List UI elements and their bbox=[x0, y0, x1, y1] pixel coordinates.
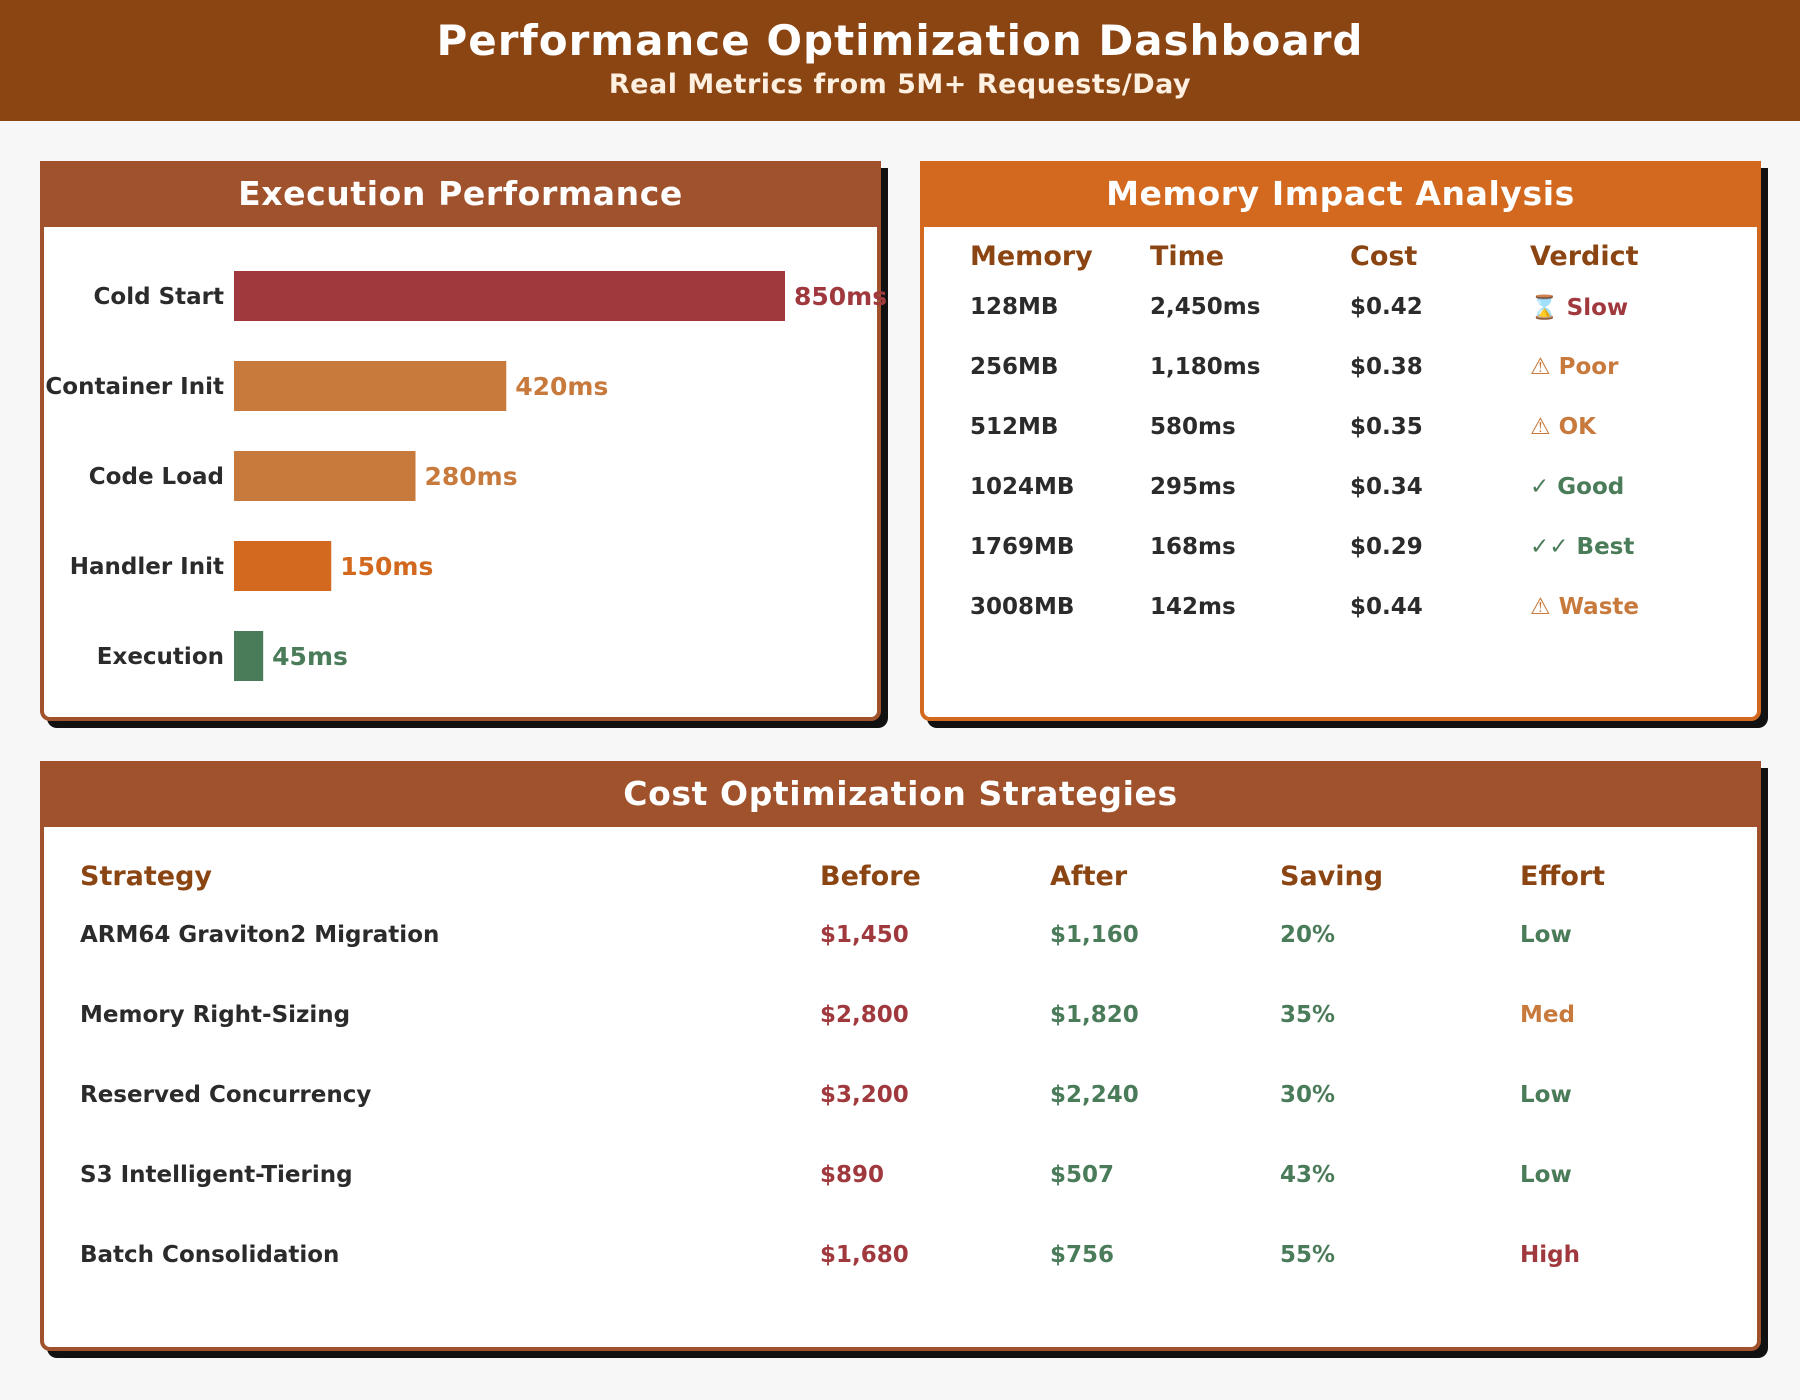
bar-label-container-init: Container Init bbox=[45, 374, 224, 400]
effort-cell: Low bbox=[1520, 1162, 1572, 1188]
bar-value-execution: 45ms bbox=[272, 642, 348, 671]
before-cell: $1,680 bbox=[820, 1242, 909, 1268]
cost-col-header-strategy: Strategy bbox=[80, 861, 213, 892]
memory-cell: 512MB bbox=[970, 414, 1059, 440]
bar-value-container-init: 420ms bbox=[515, 372, 608, 401]
time-cell: 1,180ms bbox=[1150, 354, 1261, 380]
strategy-cell: Reserved Concurrency bbox=[80, 1082, 372, 1108]
memory-cell: 256MB bbox=[970, 354, 1059, 380]
after-cell: $1,820 bbox=[1050, 1002, 1139, 1028]
memory-table: Memory Time Cost Verdict 128MB 2,450ms $0.42 ⌛ … bbox=[924, 227, 1757, 707]
verdict-cell: ⚠ OK bbox=[1530, 414, 1597, 440]
cost-optimization-panel: Cost Optimization Strategies Strategy Bef… bbox=[40, 761, 1761, 1351]
strategy-cell: ARM64 Graviton2 Migration bbox=[80, 922, 440, 948]
after-cell: $2,240 bbox=[1050, 1082, 1139, 1108]
dashboard-header: Performance Optimization Dashboard Real … bbox=[0, 0, 1800, 121]
cost-cell: $0.44 bbox=[1350, 594, 1423, 620]
verdict-cell: ⚠ Waste bbox=[1530, 594, 1639, 620]
bar-label-execution: Execution bbox=[97, 644, 224, 670]
execution-performance-panel: Execution Performance Cold Start 850ms Con… bbox=[40, 161, 887, 721]
cost-cell: $0.35 bbox=[1350, 414, 1423, 440]
time-cell: 168ms bbox=[1150, 534, 1236, 560]
effort-cell: Med bbox=[1520, 1002, 1575, 1028]
saving-cell: 55% bbox=[1280, 1242, 1336, 1268]
memory-col-header-memory: Memory bbox=[970, 241, 1093, 272]
bar-label-cold-start: Cold Start bbox=[94, 284, 224, 310]
bar-value-cold-start: 850ms bbox=[794, 282, 887, 311]
saving-cell: 43% bbox=[1280, 1162, 1336, 1188]
saving-cell: 35% bbox=[1280, 1002, 1336, 1028]
after-cell: $507 bbox=[1050, 1162, 1115, 1188]
before-cell: $1,450 bbox=[820, 922, 909, 948]
before-cell: $2,800 bbox=[820, 1002, 909, 1028]
cost-col-header-after: After bbox=[1050, 861, 1128, 892]
time-cell: 2,450ms bbox=[1150, 294, 1261, 320]
cost-col-header-effort: Effort bbox=[1520, 861, 1606, 892]
time-cell: 142ms bbox=[1150, 594, 1236, 620]
cost-cell: $0.34 bbox=[1350, 474, 1423, 500]
verdict-cell: ⚠ Poor bbox=[1530, 354, 1619, 380]
after-cell: $756 bbox=[1050, 1242, 1115, 1268]
execution-panel-title: Execution Performance bbox=[40, 161, 881, 227]
memory-cell: 128MB bbox=[970, 294, 1059, 320]
verdict-cell: ✓ Good bbox=[1530, 474, 1625, 500]
bar-label-code-load: Code Load bbox=[89, 464, 224, 490]
cost-cell: $0.29 bbox=[1350, 534, 1423, 560]
memory-col-header-verdict: Verdict bbox=[1530, 241, 1639, 272]
verdict-cell: ✓✓ Best bbox=[1530, 534, 1635, 560]
bar-container-init bbox=[234, 361, 507, 411]
bar-value-code-load: 280ms bbox=[425, 462, 518, 491]
saving-cell: 30% bbox=[1280, 1082, 1336, 1108]
bar-cold-start bbox=[234, 271, 785, 321]
bar-label-handler-init: Handler Init bbox=[70, 554, 224, 580]
execution-bar-chart: Cold Start 850ms Container Init 420ms Code L… bbox=[45, 271, 887, 681]
bar-execution bbox=[234, 631, 264, 681]
strategy-cell: Memory Right-Sizing bbox=[80, 1002, 351, 1028]
cost-col-header-saving: Saving bbox=[1280, 861, 1384, 892]
page-subtitle: Real Metrics from 5M+ Requests/Day bbox=[608, 69, 1192, 100]
cost-col-header-before: Before bbox=[820, 861, 921, 892]
memory-col-header-time: Time bbox=[1150, 241, 1225, 272]
effort-cell: Low bbox=[1520, 922, 1572, 948]
time-cell: 295ms bbox=[1150, 474, 1236, 500]
cost-table: Strategy Before After Saving Effort ARM64 Gra… bbox=[44, 827, 1757, 1337]
memory-cell: 3008MB bbox=[970, 594, 1075, 620]
saving-cell: 20% bbox=[1280, 922, 1336, 948]
strategy-cell: Batch Consolidation bbox=[80, 1242, 340, 1268]
memory-cell: 1024MB bbox=[970, 474, 1075, 500]
memory-cell: 1769MB bbox=[970, 534, 1075, 560]
before-cell: $3,200 bbox=[820, 1082, 909, 1108]
cost-cell: $0.42 bbox=[1350, 294, 1423, 320]
effort-cell: Low bbox=[1520, 1082, 1572, 1108]
after-cell: $1,160 bbox=[1050, 922, 1139, 948]
bar-code-load bbox=[234, 451, 416, 501]
verdict-cell: ⌛ Slow bbox=[1530, 295, 1629, 321]
time-cell: 580ms bbox=[1150, 414, 1236, 440]
page-title: Performance Optimization Dashboard bbox=[436, 16, 1364, 65]
memory-panel-title: Memory Impact Analysis bbox=[920, 161, 1761, 227]
strategy-cell: S3 Intelligent-Tiering bbox=[80, 1162, 353, 1188]
effort-cell: High bbox=[1520, 1242, 1580, 1268]
bar-handler-init bbox=[234, 541, 332, 591]
before-cell: $890 bbox=[820, 1162, 885, 1188]
bar-value-handler-init: 150ms bbox=[340, 552, 433, 581]
memory-col-header-cost: Cost bbox=[1350, 241, 1418, 272]
cost-panel-title: Cost Optimization Strategies bbox=[40, 761, 1761, 827]
cost-cell: $0.38 bbox=[1350, 354, 1423, 380]
memory-impact-panel: Memory Impact Analysis Memory Time Cost Ver… bbox=[920, 161, 1761, 721]
